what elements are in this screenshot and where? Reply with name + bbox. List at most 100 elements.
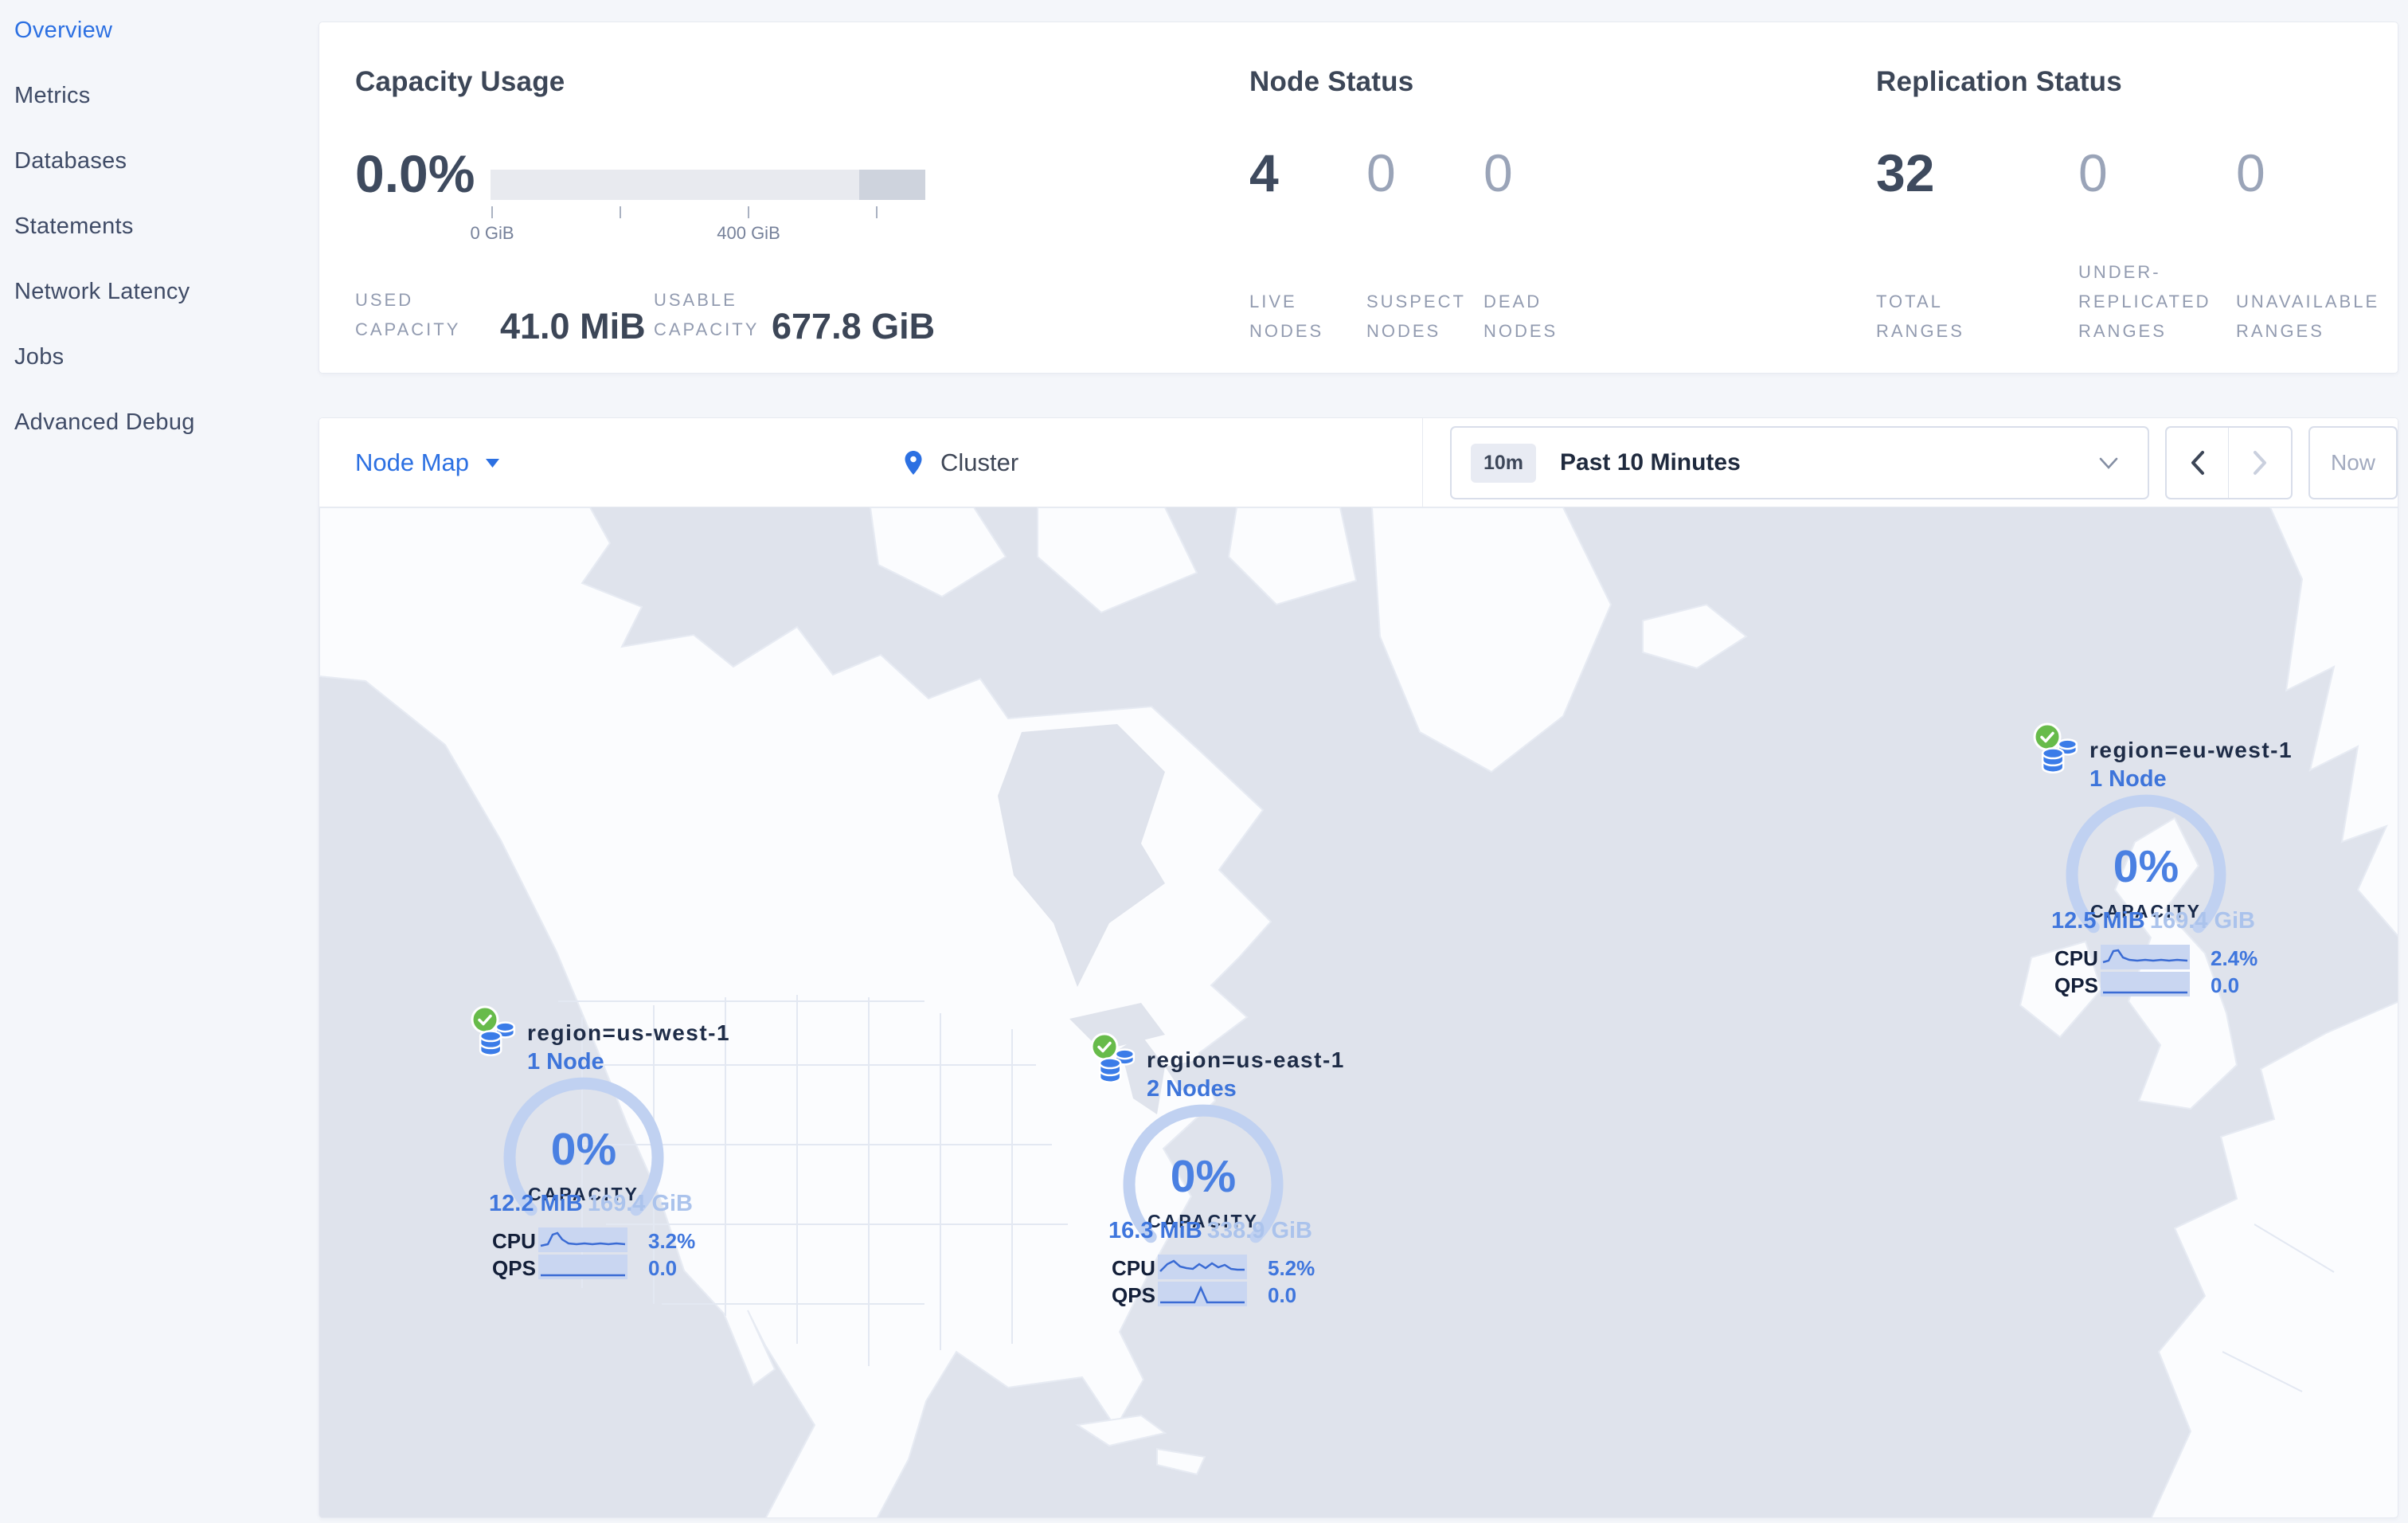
view-selector-label: Node Map: [355, 448, 470, 476]
sidebar-item-jobs[interactable]: Jobs: [14, 344, 64, 370]
chevron-right-icon: [2254, 451, 2266, 475]
axis-tick-label: 400 GiB: [717, 223, 780, 243]
qps-label: QPS: [492, 1256, 536, 1280]
sidebar-item-advanced-debug[interactable]: Advanced Debug: [14, 409, 195, 435]
used-capacity-value: 41.0 MiB: [500, 306, 646, 346]
now-button[interactable]: Now: [2308, 426, 2398, 499]
toolbar-divider: [1422, 418, 1423, 507]
map-geography: [319, 507, 2398, 1517]
database-stack-icon: [2041, 738, 2078, 773]
region-total-capacity: 338.9 GiB: [1206, 1218, 1312, 1243]
capacity-bar: [491, 170, 925, 200]
axis-tick-label: 0 GiB: [470, 223, 514, 243]
node-status-title: Node Status: [1249, 66, 1414, 97]
region-marker-us-east-1[interactable]: region=us-east-1 2 Nodes 0% CAPACITY 16.…: [1086, 1027, 1460, 1314]
axis-tick: [748, 206, 749, 218]
axis-tick: [491, 206, 493, 218]
breadcrumb[interactable]: Cluster: [899, 418, 1018, 507]
qps-sparkline: [538, 1255, 627, 1279]
gauge-percent: 0%: [2113, 841, 2179, 892]
suspect-nodes-stat: 0 SUSPECT NODES: [1366, 142, 1464, 346]
dead-nodes-stat: 0 DEAD NODES: [1484, 142, 1555, 346]
gauge-capacity-label: CAPACITY: [2090, 901, 2202, 922]
chevron-left-icon: [2191, 451, 2204, 475]
world-map[interactable]: region=us-west-1 1 Node 0% CAPACITY 12.2…: [319, 507, 2398, 1517]
gauge-percent: 0%: [550, 1124, 617, 1175]
region-total-capacity: 169.4 GiB: [587, 1191, 693, 1216]
gauge-arc-icon: [1123, 1104, 1284, 1243]
region-name: region=us-east-1: [1147, 1047, 1345, 1072]
capacity-gauge: 0% CAPACITY: [500, 1074, 667, 1241]
region-total-capacity: 169.4 GiB: [2149, 908, 2255, 934]
cpu-label: CPU: [1112, 1256, 1155, 1280]
sidebar-item-network-latency[interactable]: Network Latency: [14, 279, 190, 304]
live-nodes-label: LIVE NODES: [1249, 292, 1324, 341]
region-used-capacity: 12.2 MiB: [489, 1191, 583, 1216]
dead-nodes-label: DEAD NODES: [1484, 292, 1558, 341]
qps-label: QPS: [1112, 1283, 1155, 1307]
unavailable-ranges-label: UNAVAILABLE RANGES: [2236, 292, 2380, 341]
total-ranges-stat: 32 TOTAL RANGES: [1876, 142, 1962, 346]
cpu-sparkline: [1158, 1255, 1247, 1279]
map-pin-icon: [905, 451, 922, 475]
sidebar-item-statements[interactable]: Statements: [14, 213, 134, 239]
axis-tick: [620, 206, 621, 218]
time-range-label: Past 10 Minutes: [1560, 449, 1741, 476]
qps-value: 0.0: [648, 1256, 678, 1280]
live-nodes-stat: 4 LIVE NODES: [1249, 142, 1321, 346]
cpu-label: CPU: [2054, 946, 2098, 970]
dead-nodes-value: 0: [1484, 143, 1513, 202]
sidebar-item-metrics[interactable]: Metrics: [14, 83, 91, 108]
capacity-gauge: 0% CAPACITY: [1120, 1101, 1287, 1268]
qps-sparkline: [2101, 972, 2190, 996]
chevron-down-icon: [2099, 457, 2118, 469]
replication-status-title: Replication Status: [1876, 66, 2122, 97]
caret-down-icon: [486, 458, 500, 468]
cpu-sparkline: [2101, 945, 2190, 969]
qps-value: 0.0: [2211, 973, 2240, 997]
time-step-forward-button[interactable]: [2229, 428, 2291, 498]
used-capacity-label: USED CAPACITY: [355, 290, 461, 339]
capacity-usage-title: Capacity Usage: [355, 66, 565, 97]
under-replicated-ranges-value: 0: [2078, 143, 2108, 202]
sidebar-item-databases[interactable]: Databases: [14, 148, 127, 174]
axis-tick: [876, 206, 878, 218]
map-toolbar: Node Map Cluster 10m Past 10 Minutes: [319, 418, 2398, 507]
sidebar-item-overview[interactable]: Overview: [14, 18, 113, 43]
region-name: region=eu-west-1: [2089, 738, 2293, 762]
view-selector-dropdown[interactable]: Node Map: [355, 418, 500, 507]
time-step-back-button[interactable]: [2167, 428, 2229, 498]
time-range-badge: 10m: [1471, 443, 1537, 483]
capacity-bar-reserved-segment: [859, 170, 925, 200]
time-range-selector[interactable]: 10m Past 10 Minutes: [1450, 426, 2149, 499]
live-nodes-value: 4: [1249, 143, 1279, 202]
region-used-capacity: 16.3 MiB: [1108, 1218, 1202, 1243]
sidebar: Overview Metrics Databases Statements Ne…: [0, 0, 319, 1523]
cpu-value: 3.2%: [648, 1229, 696, 1253]
suspect-nodes-value: 0: [1366, 143, 1396, 202]
qps-sparkline: [1158, 1282, 1247, 1306]
capacity-gauge: 0% CAPACITY: [2062, 791, 2230, 958]
total-ranges-value: 32: [1876, 143, 1935, 202]
qps-value: 0.0: [1268, 1283, 1297, 1307]
gauge-arc-icon: [503, 1077, 664, 1216]
region-nodes-link[interactable]: 2 Nodes: [1147, 1076, 1237, 1102]
unavailable-ranges-value: 0: [2236, 143, 2265, 202]
suspect-nodes-label: SUSPECT NODES: [1366, 292, 1466, 341]
gauge-arc-icon: [2066, 794, 2226, 934]
region-nodes-link[interactable]: 1 Node: [527, 1049, 604, 1075]
region-marker-us-west-1[interactable]: region=us-west-1 1 Node 0% CAPACITY 12.2…: [467, 1000, 841, 1286]
region-marker-eu-west-1[interactable]: region=eu-west-1 1 Node 0% CAPACITY 12.5…: [2029, 717, 2398, 1004]
gauge-capacity-label: CAPACITY: [1147, 1211, 1259, 1231]
cpu-sparkline: [538, 1227, 627, 1252]
region-used-capacity: 12.5 MiB: [2051, 908, 2145, 934]
region-nodes-link[interactable]: 1 Node: [2089, 766, 2167, 792]
healthy-check-icon: [471, 1005, 499, 1034]
capacity-percent: 0.0%: [355, 144, 475, 203]
gauge-capacity-label: CAPACITY: [528, 1184, 639, 1204]
database-stack-icon: [1098, 1048, 1136, 1083]
cluster-summary-panel: Capacity Usage 0.0% 0 GiB 400 GiB USED C…: [319, 22, 2398, 374]
region-name: region=us-west-1: [527, 1020, 731, 1045]
under-replicated-ranges-label: UNDER-REPLICATED RANGES: [2078, 262, 2211, 341]
total-ranges-label: TOTAL RANGES: [1876, 292, 1964, 341]
